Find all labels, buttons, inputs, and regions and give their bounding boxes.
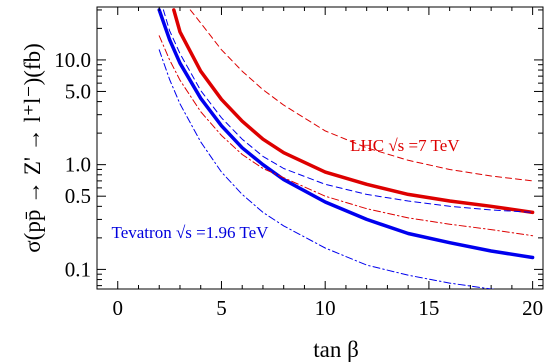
x-tick-label: 0: [112, 296, 123, 320]
series-layer: [157, 8, 535, 289]
y-axis-title: σ(pp̄ → Z' → l⁺l⁻)(fb): [20, 43, 45, 252]
y-axis-title-group: σ(pp̄ → Z' → l⁺l⁻)(fb): [20, 43, 45, 252]
y-tick-label: 5.0: [65, 79, 91, 103]
x-tick-label: 20: [522, 296, 543, 320]
series-line-4-dashdot: [158, 35, 534, 237]
x-tick-label: 5: [216, 296, 227, 320]
annotations-layer: LHC √s =7 TeV Tevatron √s =1.96 TeV: [112, 136, 461, 242]
series-line-3-dashed: [189, 9, 534, 182]
series-annotation-1: LHC √s =7 TeV: [350, 136, 460, 155]
x-axis-title: tan β: [313, 337, 359, 362]
series-annotation-2: Tevatron √s =1.96 TeV: [112, 223, 270, 242]
series-line-1-solid: [172, 8, 535, 215]
series-line-5-dashed: [162, 9, 534, 213]
ticks-layer: 0 5 10 15 20 0.1 0.5 1.0 5.0 10.0: [54, 7, 543, 320]
y-tick-label: 10.0: [54, 48, 91, 72]
x-tick-label: 15: [418, 296, 439, 320]
y-tick-label: 0.5: [65, 184, 91, 208]
plot-frame: [96, 6, 544, 290]
series-line-2-solid: [157, 8, 535, 260]
x-tick-label: 10: [315, 296, 336, 320]
y-tick-label: 1.0: [65, 153, 91, 177]
series-line-6-dashdot: [158, 49, 497, 289]
y-tick-label: 0.1: [65, 257, 91, 281]
